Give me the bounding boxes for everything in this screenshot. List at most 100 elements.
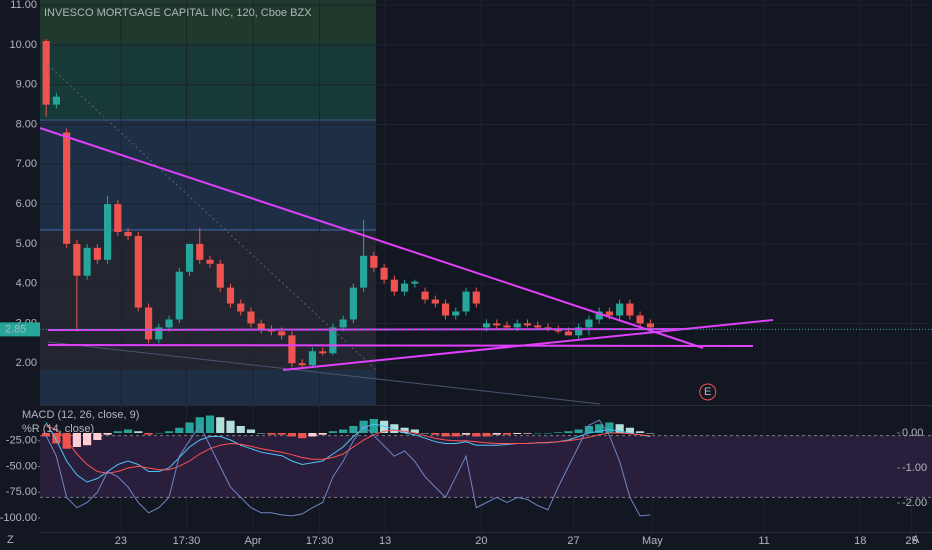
histogram-bar bbox=[472, 432, 481, 437]
candle-body bbox=[441, 303, 450, 316]
candle-body bbox=[513, 323, 521, 328]
candle-body bbox=[288, 335, 296, 364]
candle-body bbox=[216, 263, 224, 288]
histogram-bar bbox=[400, 427, 409, 433]
histogram-bar bbox=[277, 432, 286, 435]
histogram-bar bbox=[451, 432, 460, 437]
y-tick-label: 9.00 bbox=[16, 79, 37, 91]
target-zone bbox=[40, 43, 376, 120]
histogram-bar bbox=[246, 429, 256, 433]
histogram-bar bbox=[595, 424, 604, 433]
event-marker bbox=[699, 383, 717, 401]
histogram-bar bbox=[93, 432, 102, 440]
histogram-bar bbox=[605, 422, 614, 433]
histogram-bar bbox=[257, 432, 266, 434]
histogram-bar bbox=[410, 429, 419, 433]
histogram-bar bbox=[482, 432, 491, 437]
candle-body bbox=[114, 204, 122, 232]
candle-body bbox=[605, 311, 613, 316]
y-tick-label: -75.00 bbox=[6, 486, 37, 498]
candle-body bbox=[155, 327, 163, 340]
histogram-bar bbox=[625, 427, 634, 433]
histogram-bar bbox=[390, 424, 399, 433]
candle-body bbox=[185, 243, 194, 272]
x-tick-label: 17:30 bbox=[306, 535, 334, 547]
candle-body bbox=[308, 351, 316, 366]
x-tick-label: 27 bbox=[567, 535, 579, 547]
candle-body bbox=[503, 325, 511, 328]
chart-title: INVESCO MORTGAGE CAPITAL INC, 120, Cboe … bbox=[44, 7, 312, 19]
y-tick-label: 5.00 bbox=[16, 238, 37, 250]
x-tick-label: 20 bbox=[475, 535, 487, 547]
candle-body bbox=[42, 40, 50, 105]
candle-body bbox=[206, 259, 214, 264]
y2-tick-label: -1.00 bbox=[902, 462, 927, 474]
candle-body bbox=[595, 311, 603, 320]
entry-zone bbox=[40, 120, 376, 230]
candle-body bbox=[226, 287, 235, 304]
histogram-bar bbox=[492, 432, 501, 435]
y-tick-label: 11.00 bbox=[10, 0, 37, 11]
y-tick-label: -100.00 bbox=[0, 512, 37, 524]
candle-body bbox=[462, 291, 470, 312]
candle-body bbox=[421, 291, 429, 300]
histogram-bar bbox=[584, 425, 594, 433]
candle-body bbox=[564, 331, 573, 336]
histogram-bar bbox=[318, 432, 327, 435]
candle-body bbox=[380, 267, 388, 280]
range-band bbox=[40, 435, 932, 498]
candle-body bbox=[63, 132, 71, 244]
histogram-bar bbox=[308, 432, 317, 437]
toolbar-button[interactable]: Z bbox=[7, 534, 14, 546]
trendline bbox=[39, 127, 704, 349]
ray bbox=[47, 341, 601, 405]
candle-body bbox=[175, 271, 183, 320]
candle-body bbox=[400, 283, 409, 292]
candle-body bbox=[493, 323, 501, 326]
histogram-bar bbox=[164, 431, 174, 433]
candle-body bbox=[636, 315, 644, 324]
candle-body bbox=[73, 243, 81, 276]
x-tick-label: 25 bbox=[905, 535, 917, 547]
candle-body bbox=[575, 327, 583, 336]
candle-body bbox=[196, 243, 204, 260]
candle-body bbox=[360, 255, 368, 288]
y2-tick-label: -2.00 bbox=[902, 497, 927, 509]
candle-body bbox=[370, 255, 378, 268]
histogram-bar bbox=[543, 432, 553, 434]
histogram-bar bbox=[144, 432, 153, 435]
candle-body bbox=[411, 281, 419, 284]
x-tick-label: 11 bbox=[758, 535, 769, 547]
candle-body bbox=[329, 327, 337, 354]
candle-body bbox=[339, 319, 347, 328]
y2-tick-label: 0.00 bbox=[902, 427, 923, 439]
histogram-bar bbox=[216, 417, 225, 433]
histogram-bar bbox=[339, 429, 348, 433]
legend-entry: %R (14, close) bbox=[22, 423, 94, 435]
histogram-bar bbox=[636, 431, 645, 433]
trendline bbox=[47, 344, 754, 347]
histogram-bar bbox=[574, 429, 583, 433]
histogram-bar bbox=[420, 432, 430, 434]
y-tick-label: -25.00 bbox=[6, 435, 37, 447]
x-tick-label: 23 bbox=[115, 535, 127, 547]
candle-body bbox=[472, 291, 480, 304]
candle-body bbox=[237, 303, 245, 312]
histogram-bar bbox=[103, 432, 112, 435]
candle-body bbox=[646, 323, 654, 328]
histogram-bar bbox=[513, 432, 522, 435]
toolbar-button[interactable]: A bbox=[912, 534, 920, 546]
histogram-bar bbox=[287, 432, 297, 437]
williams-line bbox=[45, 419, 651, 517]
x-tick-label: 18 bbox=[854, 535, 866, 547]
candle-body bbox=[165, 319, 173, 328]
candle-body bbox=[431, 299, 439, 304]
candle-body bbox=[626, 303, 634, 316]
histogram-bar bbox=[52, 432, 61, 444]
histogram-bar bbox=[441, 432, 450, 437]
histogram-bar bbox=[533, 432, 542, 434]
candle-body bbox=[104, 204, 112, 260]
x-tick-label: May bbox=[642, 535, 663, 547]
candle-body bbox=[554, 329, 562, 332]
x-tick-label: 13 bbox=[379, 535, 391, 547]
